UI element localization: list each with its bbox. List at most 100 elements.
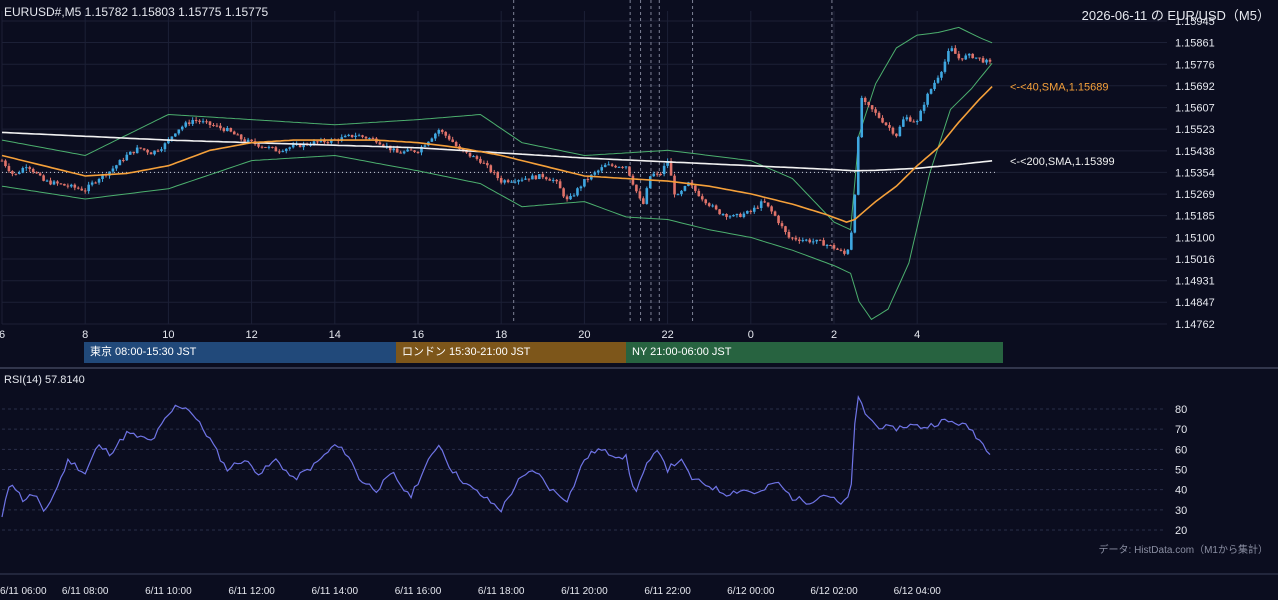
hour-axis: 6 8 10 12 14 16 18 20 22 0 2 4 xyxy=(0,329,920,341)
candle-body xyxy=(766,202,770,207)
price-tick-label: 1.15945 xyxy=(1175,16,1215,28)
candle-body xyxy=(891,127,895,134)
candle-body xyxy=(118,160,122,166)
candle-body xyxy=(784,226,787,232)
candle-body xyxy=(267,146,271,148)
price-tick-label: 1.14847 xyxy=(1175,297,1215,309)
candle-body xyxy=(250,139,253,142)
candle-body xyxy=(642,198,645,204)
candle-body xyxy=(527,178,531,180)
candle-body xyxy=(749,210,753,212)
candle-body xyxy=(340,137,344,141)
candle-body xyxy=(905,117,909,120)
candle-body xyxy=(628,166,631,176)
candle-body xyxy=(444,131,448,136)
candle-body xyxy=(638,191,642,199)
candle-body xyxy=(960,58,964,60)
candle-body xyxy=(184,122,188,127)
candle-body xyxy=(243,139,246,142)
rsi-series-line xyxy=(1,394,991,518)
candle-body xyxy=(49,180,52,185)
candle-body xyxy=(142,148,146,150)
candle-body xyxy=(735,213,739,216)
candle-body xyxy=(368,138,371,140)
candle-body xyxy=(804,239,808,241)
candle-body xyxy=(860,97,864,138)
candle-body xyxy=(475,156,479,159)
hour-tick-label: 20 xyxy=(578,329,590,341)
candle-body xyxy=(818,239,822,241)
price-tick-label: 1.15354 xyxy=(1175,167,1215,179)
candle-body xyxy=(406,149,409,152)
candle-body xyxy=(66,185,70,187)
candle-body xyxy=(153,150,156,155)
rsi-tick-label: 60 xyxy=(1175,444,1187,456)
candle-body xyxy=(732,215,735,217)
candle-body xyxy=(229,128,233,132)
candle-body xyxy=(655,173,659,175)
candle-body xyxy=(472,156,475,158)
time-tick-label: 6/11 06:00 xyxy=(0,586,47,597)
candle-body xyxy=(787,231,791,238)
candle-body xyxy=(236,134,240,136)
candle-body xyxy=(309,144,312,146)
candle-body xyxy=(83,190,87,192)
candle-body xyxy=(967,53,971,56)
candle-body xyxy=(56,181,59,184)
candle-body xyxy=(798,239,801,241)
candle-body xyxy=(63,183,66,186)
candle-body xyxy=(468,152,472,157)
candle-body xyxy=(780,223,784,227)
candle-body xyxy=(208,121,212,126)
candle-body xyxy=(700,196,704,200)
candle-body xyxy=(586,179,590,181)
candle-body xyxy=(728,216,732,218)
candle-body xyxy=(447,135,451,140)
candle-body xyxy=(569,195,572,200)
candle-body xyxy=(648,176,652,189)
candle-body xyxy=(576,188,579,196)
price-axis: 1.15945 1.15861 1.15776 1.15692 1.15607 1.155… xyxy=(1175,16,1215,331)
candle-body xyxy=(506,180,510,183)
candle-body xyxy=(170,136,174,140)
candle-body xyxy=(867,101,870,106)
candle-body xyxy=(538,174,541,180)
candle-body xyxy=(160,149,163,151)
moving-averages xyxy=(1,86,993,223)
candle-body xyxy=(59,183,63,185)
candle-body xyxy=(180,126,184,130)
candle-body xyxy=(465,151,468,153)
candle-body xyxy=(617,166,621,168)
time-tick-label: 6/11 20:00 xyxy=(561,586,608,597)
candle-body xyxy=(364,136,368,139)
candle-body xyxy=(125,154,129,161)
candle-body xyxy=(593,172,597,175)
candle-body xyxy=(316,141,319,143)
candle-body xyxy=(382,144,385,147)
candle-body xyxy=(416,151,420,153)
candle-body xyxy=(801,240,805,242)
candle-body xyxy=(132,151,136,154)
candle-body xyxy=(503,180,506,183)
candle-body xyxy=(773,211,777,216)
price-tick-label: 1.15100 xyxy=(1175,232,1215,244)
candle-body xyxy=(954,48,957,54)
candle-body xyxy=(600,167,604,171)
candle-body xyxy=(291,144,295,148)
candle-body xyxy=(510,181,513,183)
hour-tick-label: 22 xyxy=(661,329,673,341)
session-marker-lines xyxy=(513,0,833,324)
candle-body xyxy=(836,248,839,250)
candle-body xyxy=(624,166,628,168)
candle-body xyxy=(877,112,881,118)
candle-body xyxy=(146,149,149,153)
time-axis: 6/11 06:00 6/11 08:00 6/11 10:00 6/11 12:00… xyxy=(0,586,941,597)
candle-body xyxy=(430,138,434,142)
candle-body xyxy=(454,141,458,147)
candle-body xyxy=(565,196,569,200)
hour-tick-label: 2 xyxy=(831,329,837,341)
rsi-axis: 20 30 40 50 60 70 80 xyxy=(1175,404,1187,537)
time-tick-label: 6/12 00:00 xyxy=(727,586,775,597)
price-tick-label: 1.15185 xyxy=(1175,211,1215,223)
